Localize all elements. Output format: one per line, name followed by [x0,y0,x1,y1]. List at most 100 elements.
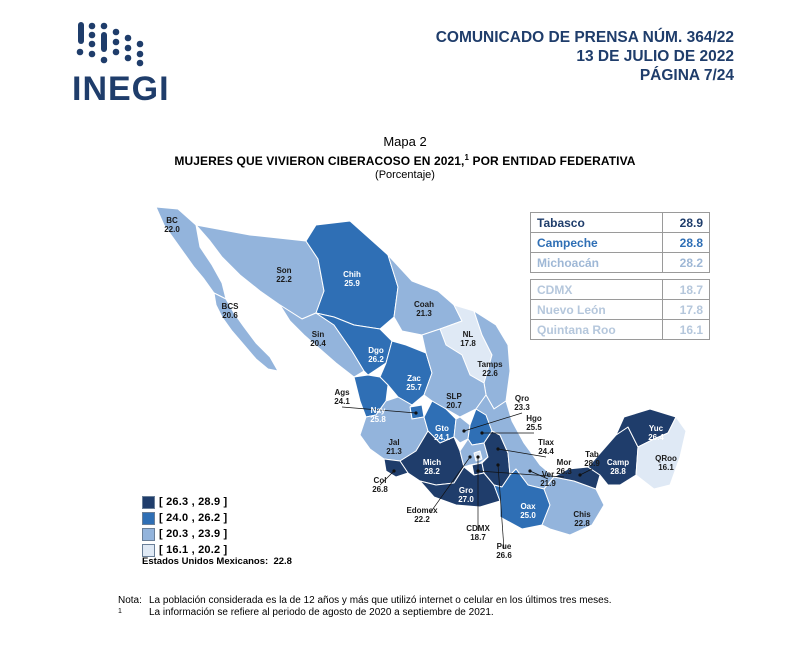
ranking-row: Campeche 28.8 [530,232,710,253]
state-label-abbr: Zac [407,374,421,383]
legend-item: [ 24.0 , 26.2 ] [142,510,227,526]
state-label-value: 25.8 [370,415,386,424]
state-label-abbr: Dgo [368,346,384,355]
ranking-row: Nuevo León 17.8 [530,299,710,320]
state-label-value: 25.9 [344,279,360,288]
legend-range: [ 26.3 , 28.9 ] [159,496,228,508]
state-label-value: 21.3 [416,309,432,318]
state-pointer-dot [462,429,466,433]
state-label-value: 26.2 [368,355,384,364]
state-label-abbr: Tab [585,450,599,459]
state-leader-line [497,464,505,550]
state-sin [279,304,365,378]
state-label-abbr: Coah [414,300,434,309]
ranking-state: Tabasco [530,212,663,233]
mexico-choropleth-map: BC22.0BCS20.6Son22.2Chih25.9Coah21.3NL17… [155,206,687,560]
state-label-value: 28.2 [424,467,440,476]
state-label-value: 21.9 [540,479,556,488]
ranking-table: Tabasco 28.9 Campeche 28.8 Michoacán 28.2 CDMX… [530,212,710,340]
notes: Nota: La población considerada es la de … [118,595,611,619]
state-label-value: 28.9 [584,459,600,468]
ranking-state: Michoacán [530,252,663,273]
legend-swatch [142,511,155,525]
national-average-value: 22.8 [273,556,292,567]
state-leader-line [463,412,523,432]
state-label-value: 26.8 [372,485,388,494]
state-label-abbr: Sin [312,330,325,339]
state-pointer-dot [578,473,582,477]
state-pointer-dot [496,463,500,467]
state-label-abbr: Hgo [526,414,542,423]
legend-swatch [142,543,155,557]
ranking-value: 18.7 [662,279,710,300]
state-bcs [213,292,279,372]
state-col [383,458,409,478]
legend-item: [ 20.3 , 23.9 ] [142,526,227,542]
state-label-value: 16.1 [658,463,674,472]
state-label-abbr: QRoo [655,454,677,463]
national-average: Estados Unidos Mexicanos: 22.8 [142,556,292,567]
state-qroo [635,416,687,490]
inegi-logo-dots-icon [76,22,144,67]
ranking-row: Michoacán 28.2 [530,252,710,273]
state-leader-line [579,468,593,476]
ranking-state: Nuevo León [530,299,663,320]
state-label-abbr: Qro [515,394,529,403]
state-pointer-dot [496,447,500,451]
state-leader-line [379,470,395,486]
state-label-abbr: Yuc [649,424,664,433]
footnote-text: La información se refiere al periodo de … [149,607,494,618]
map-unit: (Porcentaje) [375,169,435,181]
state-label-abbr: Jal [388,438,399,447]
ranking-state: CDMX [530,279,663,300]
state-label-abbr: BCS [222,302,240,311]
press-release-header: COMUNICADO DE PRENSA NÚM. 364/22 13 DE J… [436,28,734,85]
legend-swatch [142,527,155,541]
state-label-value: 20.7 [446,401,462,410]
page-number: PÁGINA 7/24 [639,67,734,84]
state-label-value: 18.7 [470,533,486,542]
footnote: 1 La información se refiere al periodo d… [118,607,611,619]
legend-swatch [142,495,155,509]
state-leader-line [497,448,547,458]
press-release-number: COMUNICADO DE PRENSA NÚM. 364/22 [435,29,734,46]
state-label-abbr: Ver [542,470,554,479]
state-label-abbr: Chih [343,270,361,279]
state-label-value: 22.2 [276,275,292,284]
state-label-value: 28.8 [610,467,626,476]
state-label-abbr: BC [166,216,178,225]
map-title-tail: POR ENTIDAD FEDERATIVA [469,154,636,168]
state-label-value: 25.7 [406,383,422,392]
state-leader-line [477,470,565,478]
state-pointer-dot [476,455,480,459]
state-leader-line [429,456,471,514]
state-pointer-dot [392,469,396,473]
legend-item: [ 26.3 , 28.9 ] [142,494,227,510]
legend-range: [ 16.1 , 20.2 ] [159,544,228,556]
state-leader-line [529,470,549,480]
state-label-value: 22.8 [574,519,590,528]
state-label-abbr: Gto [435,424,449,433]
state-label-abbr: Chis [573,510,591,519]
state-label-value: 24.4 [538,447,554,456]
ranking-state: Quintana Roo [530,319,663,340]
state-label-value: 26.4 [648,433,664,442]
state-label-value: 24.1 [334,397,350,406]
state-label-value: 25.0 [520,511,536,520]
inegi-logo-text: INEGI [72,70,170,108]
state-label-value: 23.3 [514,403,530,412]
state-label-abbr: Oax [520,502,536,511]
map-title-text: MUJERES QUE VIVIERON CIBERACOSO EN 2021, [174,154,465,168]
press-release-date: 13 DE JULIO DE 2022 [576,48,734,65]
national-average-label: Estados Unidos Mexicanos: [142,556,269,567]
state-leader-line [341,406,417,414]
state-pointer-dot [480,431,484,435]
legend-range: [ 20.3 , 23.9 ] [159,528,228,540]
ranking-value: 16.1 [662,319,710,340]
state-label-abbr: Col [374,476,387,485]
note-text: La población considerada es la de 12 año… [149,595,612,606]
state-label-abbr: Pue [497,542,512,551]
state-label-value: 26.3 [556,467,572,476]
ranking-value: 28.2 [662,252,710,273]
ranking-row: Quintana Roo 16.1 [530,319,710,340]
